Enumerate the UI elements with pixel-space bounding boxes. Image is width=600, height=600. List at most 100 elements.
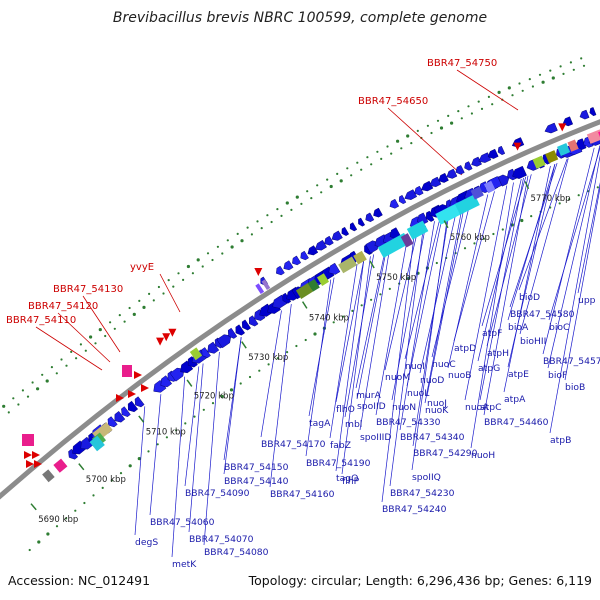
red-cluster-triangle xyxy=(24,451,32,459)
gc-dot xyxy=(280,214,283,217)
gc-dot xyxy=(17,403,20,406)
gene-arrow xyxy=(160,375,173,388)
gc-dot xyxy=(110,479,113,482)
gc-dot xyxy=(172,285,175,288)
red-cluster-triangle xyxy=(116,394,124,402)
gene-leader-line xyxy=(355,247,387,389)
gc-dot xyxy=(45,379,49,383)
gene-block xyxy=(406,220,429,240)
gc-dot xyxy=(104,334,107,338)
pink-block xyxy=(22,434,34,446)
gene-leader-line xyxy=(453,191,495,342)
gene-arrow xyxy=(373,207,383,218)
gc-dot xyxy=(206,252,210,255)
gene-arrow xyxy=(249,315,259,327)
gc-dot xyxy=(541,80,545,84)
gene-arrow xyxy=(358,217,366,227)
gene-label: BBR47_54150 xyxy=(224,462,289,473)
gene-block xyxy=(483,180,496,194)
gene-leader-line xyxy=(171,376,186,558)
gc-dot xyxy=(221,252,224,255)
gene-label: nuoL xyxy=(407,388,430,399)
gene-label: BBR47_54140 xyxy=(224,476,289,487)
gc-dot xyxy=(487,95,490,98)
gc-dot xyxy=(346,167,349,170)
gc-dot xyxy=(350,174,353,177)
gc-dot xyxy=(388,287,391,290)
kbp-tick-label: 5740 kbp xyxy=(309,313,349,323)
gc-dot xyxy=(473,242,476,245)
gc-dot xyxy=(156,443,159,446)
gc-dot xyxy=(390,152,393,155)
gc-dot xyxy=(266,214,269,217)
gc-dot xyxy=(538,73,542,76)
gene-block xyxy=(307,278,320,292)
gc-dot xyxy=(37,540,41,544)
gene-block xyxy=(89,435,105,452)
gc-dot xyxy=(2,404,6,408)
gc-dot-tracks xyxy=(2,57,599,552)
gc-dot xyxy=(28,548,31,552)
gene-label: atpD xyxy=(454,343,476,354)
gc-dot xyxy=(386,145,389,148)
gc-dot xyxy=(55,372,58,375)
red-feature-label: BBR47_54650 xyxy=(358,96,428,107)
gene-leader-line xyxy=(447,194,489,369)
gc-dot xyxy=(457,110,460,113)
red-leader-line xyxy=(82,295,121,353)
gc-dot xyxy=(370,298,373,301)
gene-arrow xyxy=(349,222,358,232)
gc-dot xyxy=(246,226,249,229)
gc-dot xyxy=(256,220,259,223)
gc-dot xyxy=(406,134,410,138)
gc-dot xyxy=(193,415,196,418)
red-leader-line xyxy=(387,107,463,176)
gc-dot xyxy=(258,369,261,372)
gene-leader-line xyxy=(341,256,371,475)
gene-label: BBR47_54570 xyxy=(543,356,600,367)
gc-dot xyxy=(521,89,524,92)
gc-dot xyxy=(211,258,214,262)
gene-label: atpA xyxy=(504,394,526,405)
gene-leader-line xyxy=(486,174,532,347)
gene-arrow xyxy=(365,212,375,222)
gene-leader-line xyxy=(384,229,419,371)
gc-dot xyxy=(177,272,180,275)
gene-arrow xyxy=(429,176,442,188)
gene-leader-line xyxy=(577,182,600,294)
gc-dot xyxy=(577,194,580,197)
gc-dot xyxy=(320,191,323,194)
gene-block xyxy=(295,283,314,299)
gc-dot xyxy=(41,373,44,376)
gene-block xyxy=(338,256,358,274)
gene-label: nuoN xyxy=(392,402,416,413)
gene-arrow xyxy=(414,185,424,196)
gc-dot xyxy=(528,78,531,81)
gene-arrow xyxy=(127,400,139,413)
red-cluster-triangle xyxy=(134,371,142,379)
gc-dot xyxy=(75,357,78,360)
gc-dot xyxy=(559,65,562,68)
gene-leader-line xyxy=(483,175,529,416)
gene-arrow xyxy=(227,327,238,339)
gc-dot xyxy=(480,107,484,110)
red-feature-label: yvyE xyxy=(130,262,154,273)
chromosome-backbone xyxy=(0,119,600,500)
gc-dot xyxy=(463,247,467,250)
gc-dot xyxy=(572,68,575,71)
gc-dot xyxy=(191,272,194,275)
gene-label: nuoC xyxy=(432,359,456,370)
gc-dot xyxy=(128,306,131,310)
gene-label: BBR47_54240 xyxy=(382,504,447,515)
gc-dot xyxy=(518,82,521,85)
gene-leader-line xyxy=(470,182,514,449)
gene-leader-line xyxy=(412,213,450,447)
gc-dot xyxy=(370,163,373,166)
gc-dot xyxy=(290,208,293,211)
gene-arrow xyxy=(487,148,499,159)
gene-arrow xyxy=(328,262,341,275)
gene-arrow xyxy=(497,145,506,155)
gc-dot xyxy=(165,436,168,439)
gene-label: spoIID xyxy=(357,401,386,412)
